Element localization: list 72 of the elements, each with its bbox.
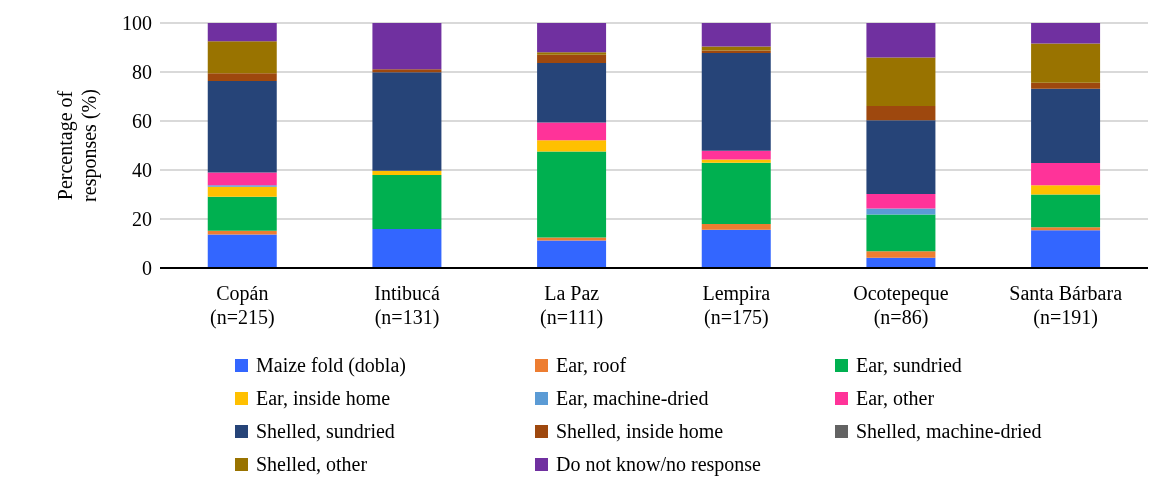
bar	[537, 52, 607, 55]
bar	[1031, 162, 1101, 186]
bar	[866, 23, 936, 58]
bar	[866, 120, 936, 195]
bar	[866, 214, 936, 252]
bar	[537, 240, 607, 268]
bar	[866, 251, 936, 258]
bar	[537, 140, 607, 152]
bar	[207, 186, 277, 197]
bar	[207, 73, 277, 82]
bar	[207, 41, 277, 74]
legend-label: Shelled, inside home	[556, 420, 724, 443]
bar	[207, 172, 277, 186]
legend-label: Shelled, machine-dried	[856, 420, 1042, 443]
bar	[701, 223, 771, 230]
legend-label: Do not know/no response	[556, 453, 761, 476]
bar	[701, 52, 771, 151]
bar	[866, 57, 936, 107]
bar	[1031, 23, 1101, 44]
legend-label: Ear, inside home	[256, 387, 391, 410]
bar	[1031, 230, 1101, 268]
bar	[207, 81, 277, 173]
bar	[701, 159, 771, 163]
bar	[701, 150, 771, 160]
legend-label: Shelled, other	[256, 453, 368, 476]
bar	[1031, 88, 1101, 163]
y-tick-label: 0	[142, 257, 152, 280]
bar	[701, 162, 771, 224]
legend-label: Ear, machine-dried	[556, 387, 709, 410]
x-tick-label: Copán (n=215)	[210, 282, 275, 329]
y-tick-label: 80	[132, 61, 152, 84]
bar	[1031, 82, 1101, 89]
bar	[537, 237, 607, 241]
bar	[207, 23, 277, 42]
bar	[537, 122, 607, 141]
x-tick-label: La Paz (n=111)	[540, 282, 604, 329]
y-axis-title: Percentage of responses (%)	[54, 89, 101, 202]
bar	[701, 50, 771, 53]
bar	[372, 174, 442, 230]
bar	[372, 23, 442, 70]
bar	[537, 151, 607, 238]
legend-label: Ear, sundried	[856, 354, 962, 377]
y-tick-label: 40	[132, 159, 152, 182]
y-tick-label: 20	[132, 208, 152, 231]
bar	[701, 229, 771, 268]
legend-label: Ear, roof	[556, 354, 627, 377]
bar	[372, 72, 442, 171]
bar	[372, 170, 442, 175]
bar	[866, 106, 936, 121]
y-tick-label: 60	[132, 110, 152, 133]
bar	[701, 23, 771, 47]
bar	[372, 229, 442, 268]
bar	[537, 62, 607, 123]
bar	[866, 208, 936, 215]
x-tick-label: Ocotepeque (n=86)	[853, 282, 949, 329]
legend-label: Maize fold (dobla)	[256, 354, 406, 377]
bar	[1031, 194, 1101, 228]
bar	[537, 23, 607, 53]
bar	[1031, 185, 1101, 195]
bar	[207, 196, 277, 231]
x-tick-label: Lempira (n=175)	[702, 282, 771, 329]
bar	[1031, 43, 1101, 83]
bar	[372, 69, 442, 73]
legend-label: Shelled, sundried	[256, 420, 395, 443]
y-tick-label: 100	[122, 12, 152, 35]
bar	[866, 194, 936, 209]
bar	[1031, 227, 1101, 231]
legend-label: Ear, other	[856, 387, 935, 410]
x-tick-label: Santa Bárbara (n=191)	[1009, 282, 1123, 329]
bar	[537, 54, 607, 63]
x-tick-label: Intibucá (n=131)	[374, 282, 440, 329]
bar	[207, 234, 277, 268]
